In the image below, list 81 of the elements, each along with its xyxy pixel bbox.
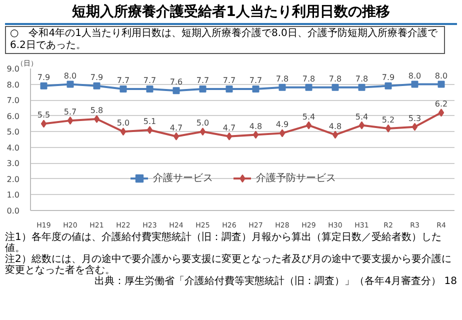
text: 注2）総数には、月の途中で要介護から要支援に変更となった者及び月の途中で要支援から要介護に変更となった者を含む。 bbox=[5, 254, 452, 276]
point bbox=[66, 80, 74, 88]
data-label: 7.7 bbox=[116, 76, 130, 86]
data-label: 5.7 bbox=[64, 108, 77, 117]
y-tick-label: 8.0 bbox=[6, 80, 20, 90]
data-label: 4.8 bbox=[249, 122, 262, 131]
point bbox=[384, 82, 392, 90]
point bbox=[172, 87, 180, 94]
data-label: 5.4 bbox=[355, 112, 368, 122]
point bbox=[199, 86, 206, 93]
data-label: 5.0 bbox=[196, 118, 210, 128]
y-tick-label: 0.0 bbox=[6, 206, 20, 216]
point bbox=[67, 116, 74, 125]
text: 出典：厚生労働省「介護給付費等実態統計（旧：調査）」（各年4月審査分） 18 bbox=[94, 276, 457, 287]
point bbox=[332, 130, 338, 139]
data-label: 5.4 bbox=[302, 112, 316, 122]
y-tick-label: 3.0 bbox=[6, 159, 20, 168]
chart-title: 短期入所療養介護受給者1人当たり利用日数の推移 bbox=[5, 2, 457, 25]
y-tick-label: 6.0 bbox=[6, 112, 20, 121]
data-label: 7.9 bbox=[90, 72, 104, 82]
data-label: 7.8 bbox=[276, 74, 289, 84]
point bbox=[385, 124, 392, 132]
point bbox=[40, 120, 47, 128]
data-label: 5.0 bbox=[116, 118, 130, 128]
y-tick-label: 4.0 bbox=[6, 143, 20, 152]
point bbox=[412, 122, 418, 131]
point bbox=[279, 129, 286, 138]
data-label: 7.7 bbox=[222, 76, 236, 86]
point bbox=[306, 121, 312, 130]
data-label: 8.0 bbox=[408, 71, 422, 80]
data-label: 8.0 bbox=[64, 71, 77, 80]
point bbox=[173, 132, 180, 140]
point bbox=[438, 80, 445, 88]
legend-label: 介護サービス bbox=[153, 172, 213, 185]
legend-label: 介護予防サービス bbox=[256, 172, 336, 185]
point bbox=[278, 84, 286, 91]
data-label: 7.8 bbox=[328, 74, 342, 84]
data-label: 5.1 bbox=[143, 117, 156, 126]
point bbox=[120, 86, 127, 93]
data-label: 7.6 bbox=[170, 78, 183, 87]
data-label: 7.8 bbox=[302, 74, 316, 84]
point bbox=[305, 84, 312, 91]
data-label: 8.0 bbox=[434, 71, 448, 80]
point bbox=[94, 114, 100, 123]
y-tick-label: 2.0 bbox=[6, 174, 20, 184]
point bbox=[146, 126, 153, 134]
point bbox=[226, 86, 233, 93]
data-label: 7.7 bbox=[249, 76, 262, 86]
data-label: 7.9 bbox=[37, 72, 50, 82]
data-label: 5.8 bbox=[90, 106, 104, 115]
data-label: 7.8 bbox=[355, 74, 368, 84]
point bbox=[358, 121, 365, 130]
y-tick-label: 5.0 bbox=[6, 128, 20, 137]
point bbox=[411, 80, 418, 88]
y-tick-label: 7.0 bbox=[6, 96, 20, 106]
point bbox=[358, 84, 366, 91]
point bbox=[252, 86, 260, 93]
data-label: 5.3 bbox=[408, 114, 422, 123]
data-label: 4.8 bbox=[328, 122, 342, 131]
data-label: 5.2 bbox=[382, 115, 395, 124]
point bbox=[438, 108, 444, 117]
y-tick-label: 9.0 bbox=[6, 64, 20, 74]
point bbox=[252, 130, 259, 139]
point bbox=[226, 132, 232, 140]
data-label: 7.7 bbox=[196, 76, 210, 86]
data-label: 6.2 bbox=[434, 100, 448, 109]
data-label: 4.9 bbox=[276, 120, 289, 130]
data-label: 4.7 bbox=[170, 123, 183, 132]
data-label: 5.5 bbox=[37, 110, 50, 120]
data-label: 4.7 bbox=[222, 123, 236, 132]
y-tick-label: 1.0 bbox=[6, 190, 20, 200]
text: 注1）各年度の値は、介護給付費実態統計（旧：調査）月報から算出（算定日数／受給者数）した値。 bbox=[5, 232, 442, 254]
data-label: 7.9 bbox=[382, 72, 395, 82]
point bbox=[332, 84, 339, 91]
point bbox=[200, 128, 206, 136]
point bbox=[93, 82, 100, 90]
point bbox=[40, 82, 48, 90]
point bbox=[120, 128, 126, 136]
chart-subtitle: ○ 令和4年の1人当たり利用日数は、短期入所療養介護で8.0日、介護予防短期入所療養介護で6.2日であった。 bbox=[5, 26, 445, 54]
point bbox=[146, 86, 154, 93]
data-label: 7.7 bbox=[143, 76, 156, 86]
